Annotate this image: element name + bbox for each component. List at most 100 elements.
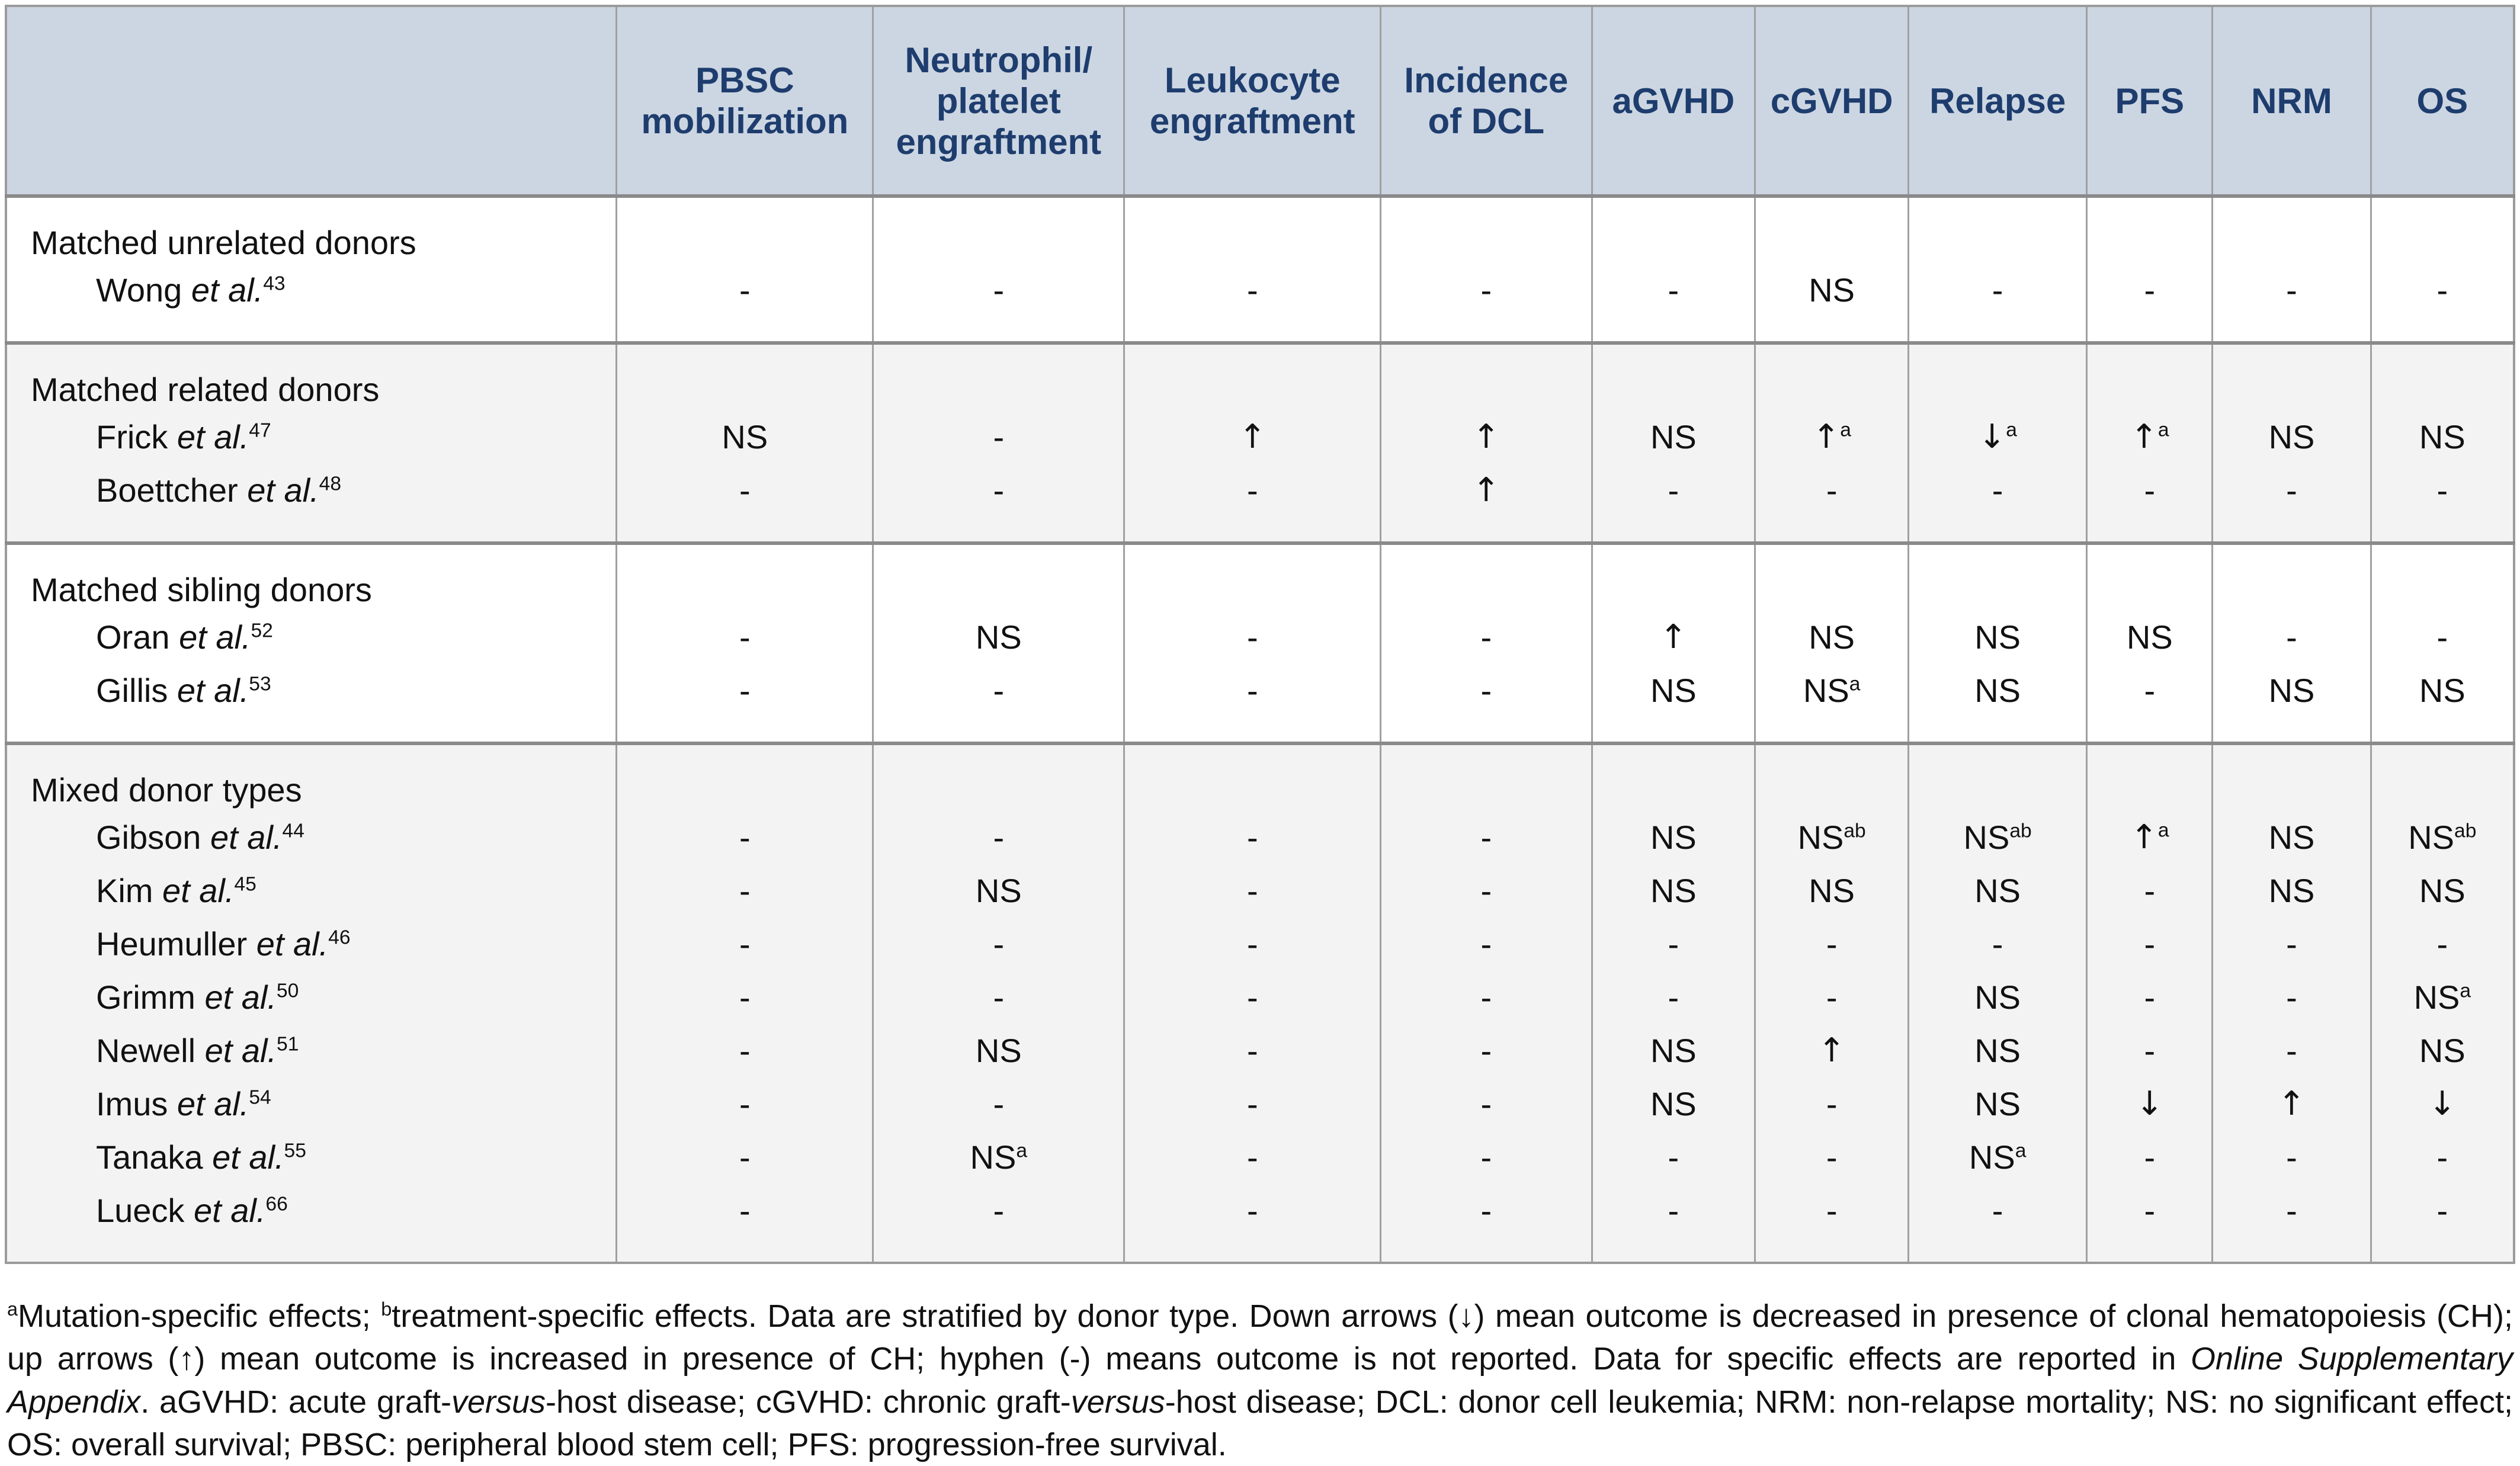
- outcomes-table: PBSC mobilization Neutrophil/ platelet en…: [5, 5, 2515, 1264]
- outcome-cell: NSa: [1907, 1130, 2087, 1183]
- empty-cell: [2086, 343, 2213, 410]
- outcome-cell: NS: [1591, 663, 1755, 743]
- empty-cell: [1907, 543, 2087, 610]
- outcome-cell: ↑: [1591, 610, 1755, 663]
- study-row: Lueck et al.66- - - - - - - - - -: [6, 1183, 2514, 1263]
- et-al-label: et al.: [194, 1191, 266, 1229]
- study-label: Imus et al.54: [6, 1077, 617, 1130]
- study-name: Kim: [96, 871, 162, 909]
- study-label: Lueck et al.66: [6, 1183, 617, 1263]
- outcome-cell: -: [1754, 970, 1909, 1024]
- group-label: Matched sibling donors: [6, 543, 617, 610]
- outcome-cell: ↑a: [1754, 410, 1909, 463]
- outcome-cell: -: [2086, 1024, 2213, 1077]
- footnote-superscript: b: [381, 1298, 392, 1320]
- outcome-cell: NS: [1754, 864, 1909, 917]
- empty-cell: [2211, 343, 2371, 410]
- empty-cell: [2086, 196, 2213, 263]
- column-header: PFS: [2086, 6, 2213, 196]
- outcome-cell: -: [1380, 1183, 1592, 1263]
- outcome-cell: ↑: [1380, 463, 1592, 543]
- column-header: NRM: [2211, 6, 2371, 196]
- outcome-cell: NS: [1754, 610, 1909, 663]
- outcome-cell: NS: [1907, 610, 2087, 663]
- study-row: Frick et al.47 NS - ↑ ↑ NS ↑a ↓a ↑a NS NS: [6, 410, 2514, 463]
- empty-cell: [1123, 543, 1381, 610]
- empty-cell: [615, 196, 873, 263]
- empty-cell: [1591, 343, 1755, 410]
- empty-cell: [1123, 196, 1381, 263]
- group-header-row: Matched related donors: [6, 343, 2514, 410]
- corner-cell: [6, 6, 617, 196]
- outcome-cell: NS: [2370, 663, 2514, 743]
- study-name: Gibson: [96, 818, 210, 856]
- study-name: Newell: [96, 1031, 205, 1069]
- empty-cell: [1591, 196, 1755, 263]
- outcome-cell: -: [1380, 864, 1592, 917]
- reference-superscript: 48: [319, 472, 342, 495]
- reference-superscript: 45: [234, 872, 257, 895]
- outcome-cell: ↑: [1754, 1024, 1909, 1077]
- study-label: Grimm et al.50: [6, 970, 617, 1024]
- outcome-cell: -: [1380, 810, 1592, 864]
- study-name: Tanaka: [96, 1138, 213, 1176]
- outcome-cell: -: [1380, 970, 1592, 1024]
- study-name: Gillis: [96, 671, 177, 709]
- empty-cell: [1380, 196, 1592, 263]
- reference-superscript: 53: [249, 672, 271, 695]
- outcome-cell: -: [1380, 1024, 1592, 1077]
- et-al-label: et al.: [204, 978, 277, 1016]
- outcome-cell: NS: [2211, 864, 2371, 917]
- outcome-cell: -: [1380, 1077, 1592, 1130]
- reference-superscript: 43: [263, 272, 286, 294]
- study-row: Imus et al.54- - - - NS - NS ↓ ↑ ↓: [6, 1077, 2514, 1130]
- outcome-cell: -: [2370, 1130, 2514, 1183]
- outcome-cell: -: [2211, 970, 2371, 1024]
- group-label: Matched related donors: [6, 343, 617, 410]
- outcome-cell: NS: [1907, 970, 2087, 1024]
- group-header-row: Matched sibling donors: [6, 543, 2514, 610]
- outcome-cell: NS: [872, 610, 1124, 663]
- et-al-label: et al.: [179, 618, 251, 656]
- empty-cell: [1754, 543, 1909, 610]
- reference-superscript: 55: [284, 1139, 306, 1162]
- outcome-cell: NS: [615, 410, 873, 463]
- outcome-cell: ↓a: [1907, 410, 2087, 463]
- empty-cell: [1123, 743, 1381, 810]
- empty-cell: [1754, 343, 1909, 410]
- outcome-cell: NS: [1907, 864, 2087, 917]
- study-row: Kim et al.45- NS - - NS NS NS - NS NS: [6, 864, 2514, 917]
- outcome-cell: -: [2211, 1183, 2371, 1263]
- empty-cell: [872, 196, 1124, 263]
- outcome-cell: ↑: [2211, 1077, 2371, 1130]
- effect-superscript: a: [1840, 419, 1851, 441]
- outcome-cell: NSab: [1754, 810, 1909, 864]
- reference-superscript: 66: [265, 1192, 288, 1215]
- outcome-cell: -: [615, 263, 873, 343]
- outcome-cell: -: [2086, 463, 2213, 543]
- study-row: Gibson et al.44- - - - NS NSab NSab ↑a NS NSab: [6, 810, 2514, 864]
- study-label: Gillis et al.53: [6, 663, 617, 743]
- outcome-cell: NS: [2370, 410, 2514, 463]
- outcome-cell: -: [1123, 917, 1381, 970]
- study-name: Lueck: [96, 1191, 194, 1229]
- outcome-cell: -: [872, 663, 1124, 743]
- et-al-label: et al.: [210, 818, 283, 856]
- outcome-cell: -: [1754, 917, 1909, 970]
- outcome-cell: -: [872, 1077, 1124, 1130]
- outcome-cell: -: [1123, 663, 1381, 743]
- outcome-cell: -: [2086, 917, 2213, 970]
- empty-cell: [872, 743, 1124, 810]
- outcome-cell: -: [1123, 864, 1381, 917]
- outcome-cell: -: [615, 1183, 873, 1263]
- outcome-cell: -: [1123, 1183, 1381, 1263]
- table-figure: PBSC mobilization Neutrophil/ platelet en…: [5, 5, 2515, 1466]
- et-al-label: et al.: [204, 1031, 277, 1069]
- study-label: Wong et al.43: [6, 263, 617, 343]
- outcome-cell: ↓: [2370, 1077, 2514, 1130]
- outcome-cell: -: [872, 410, 1124, 463]
- outcome-cell: NSab: [2370, 810, 2514, 864]
- outcome-cell: -: [2211, 1130, 2371, 1183]
- outcome-cell: -: [872, 917, 1124, 970]
- footnote: aMutation-specific effects; btreatment-s…: [7, 1295, 2513, 1466]
